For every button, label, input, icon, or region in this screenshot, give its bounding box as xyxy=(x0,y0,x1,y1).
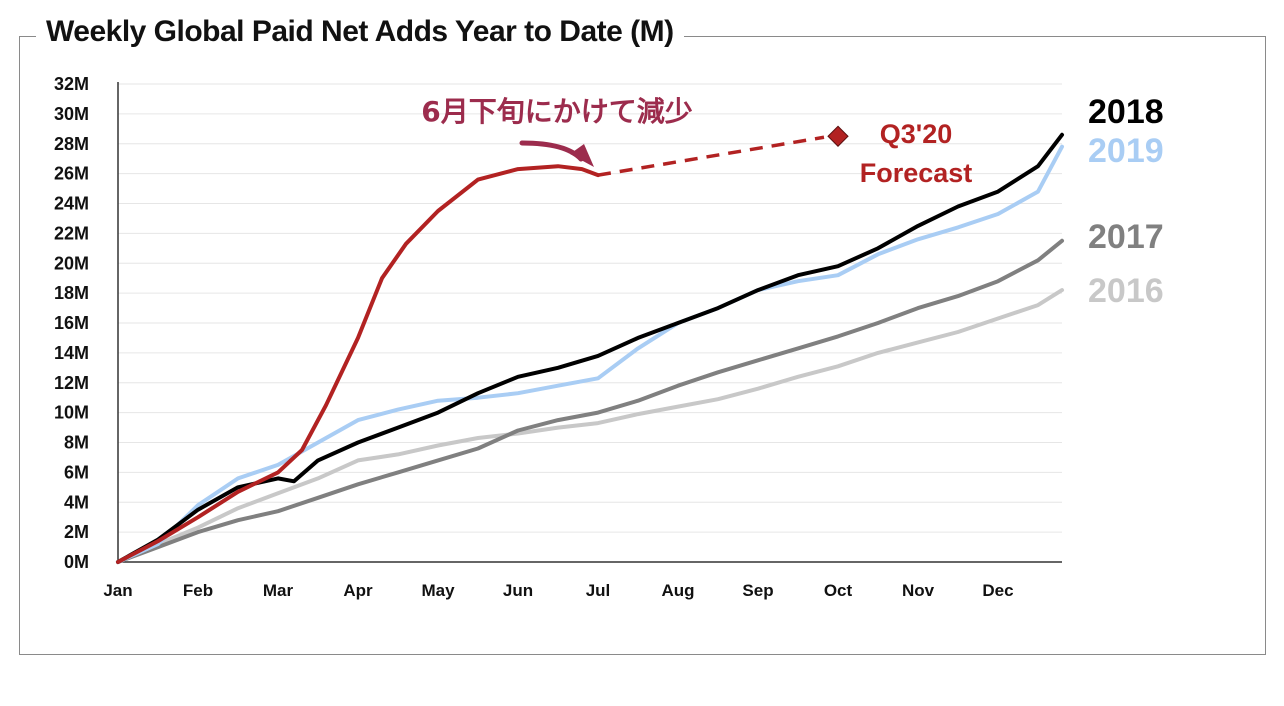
gridlines xyxy=(118,83,1062,533)
y-tick-label: 18M xyxy=(54,283,89,303)
y-tick-label: 6M xyxy=(64,462,89,482)
y-tick-label: 4M xyxy=(64,492,89,512)
x-tick-label: Jul xyxy=(586,581,611,600)
y-tick-label: 20M xyxy=(54,253,89,273)
series-line-2017 xyxy=(116,238,1064,564)
forecast-label: Q3'20 xyxy=(880,119,952,149)
x-tick-label: Jan xyxy=(103,581,132,600)
x-tick-label: Mar xyxy=(263,581,294,600)
x-tick-label: Nov xyxy=(902,581,935,600)
y-tick-label: 16M xyxy=(54,313,89,333)
forecast-marker xyxy=(827,125,849,147)
legend-label-2018: 2018 xyxy=(1088,93,1164,131)
series-lines xyxy=(116,132,1064,564)
y-tick-label: 26M xyxy=(54,164,89,184)
x-tick-label: Feb xyxy=(183,581,213,600)
y-tick-label: 2M xyxy=(64,522,89,542)
y-tick-label: 28M xyxy=(54,134,89,154)
x-tick-label: Oct xyxy=(824,581,853,600)
series-line-2019 xyxy=(116,144,1064,564)
x-tick-label: Sep xyxy=(742,581,773,600)
y-tick-label: 24M xyxy=(54,194,89,214)
series-line-2020 xyxy=(116,164,600,564)
x-axis: Jan Feb Mar Apr May Jun Jul Aug Sep Oct Nov Dec xyxy=(103,561,1062,600)
y-tick-label: 22M xyxy=(54,223,89,243)
x-tick-label: May xyxy=(421,581,455,600)
chart-title: Weekly Global Paid Net Adds Year to Date… xyxy=(36,15,684,49)
x-tick-label: Dec xyxy=(982,581,1013,600)
series-line-2016 xyxy=(116,288,1064,564)
legend-label-2017: 2017 xyxy=(1088,218,1164,256)
y-tick-label: 0M xyxy=(64,552,89,572)
annotation-text: 6月下旬にかけて減少 xyxy=(421,95,692,128)
y-tick-label: 10M xyxy=(54,403,89,423)
y-tick-label: 32M xyxy=(54,74,89,94)
x-tick-label: Apr xyxy=(343,581,373,600)
y-tick-label: 8M xyxy=(64,433,89,453)
y-axis: 0M 2M 4M 6M 8M 10M 12M 14M 16M 18M 20M 22M 24M 26M 28M… xyxy=(54,74,119,572)
legend-label-2016: 2016 xyxy=(1088,272,1164,310)
y-tick-label: 30M xyxy=(54,104,89,124)
forecast-dashed-line xyxy=(597,135,825,177)
annotations: Q3'20 Forecast 6月下旬にかけて減少 xyxy=(421,95,972,188)
forecast-label: Forecast xyxy=(860,158,973,188)
annotation-arrow-curve xyxy=(519,140,584,162)
annotation-arrow-head xyxy=(570,144,594,167)
series-line-2018 xyxy=(116,132,1064,564)
x-tick-label: Aug xyxy=(661,581,694,600)
y-tick-label: 12M xyxy=(54,373,89,393)
legend-label-2019: 2019 xyxy=(1088,132,1164,170)
x-tick-label: Jun xyxy=(503,581,533,600)
y-tick-label: 14M xyxy=(54,343,89,363)
